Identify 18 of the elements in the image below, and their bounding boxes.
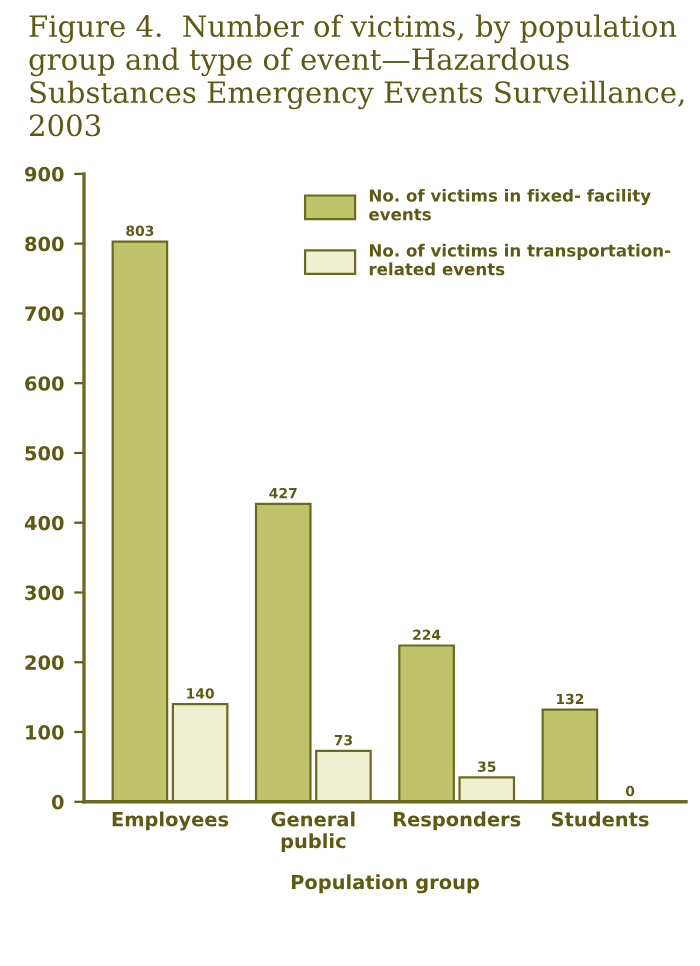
y-tick-label: 400 bbox=[24, 515, 64, 531]
x-tick-label: Students bbox=[551, 811, 649, 827]
y-tick-label: 300 bbox=[25, 585, 64, 601]
y-tick-label: 200 bbox=[25, 655, 64, 670]
y-tick-label: 600 bbox=[25, 376, 64, 391]
legend-label: No. of victims in fixed- facility events bbox=[369, 188, 651, 221]
x-tick-label: Employees bbox=[112, 811, 229, 831]
chart-title: Figure 4. Number of victims, by population group and type of event—Hazardous Substances Emergency Events Surveillance, 2003 bbox=[29, 14, 684, 137]
y-tick-label: 100 bbox=[26, 724, 64, 740]
y-tick-label: 800 bbox=[25, 236, 64, 252]
x-tick-label: General public bbox=[271, 811, 355, 853]
legend-label: No. of victims in transportation- related events bbox=[369, 243, 671, 276]
y-tick-label: 500 bbox=[25, 445, 64, 461]
y-tick-label: 700 bbox=[25, 306, 64, 322]
y-tick-label: 900 bbox=[24, 166, 64, 182]
x-axis-title: Population group bbox=[291, 874, 479, 894]
x-tick-label: Responders bbox=[393, 811, 521, 831]
y-tick-label: 0 bbox=[51, 794, 64, 810]
